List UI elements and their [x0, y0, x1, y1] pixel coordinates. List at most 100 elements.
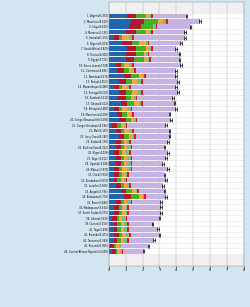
Bar	[136, 30, 146, 34]
Bar	[124, 222, 127, 226]
Bar	[109, 183, 116, 188]
Bar	[138, 118, 171, 122]
Bar	[136, 189, 138, 193]
Bar	[124, 63, 129, 67]
Bar	[129, 211, 161, 215]
Bar	[126, 211, 127, 215]
Bar	[122, 205, 126, 210]
Bar	[119, 211, 122, 215]
Bar	[109, 161, 244, 166]
Bar	[134, 63, 181, 67]
Bar	[127, 123, 166, 128]
Bar	[146, 52, 148, 56]
Bar	[120, 139, 124, 144]
Bar	[142, 74, 144, 78]
Bar	[109, 233, 114, 237]
Bar	[146, 41, 148, 45]
Bar	[109, 25, 244, 29]
Bar	[131, 139, 168, 144]
Bar	[114, 205, 119, 210]
Bar	[122, 172, 126, 177]
Bar	[109, 216, 244, 221]
Bar	[139, 41, 146, 45]
Bar	[124, 156, 127, 161]
Bar	[126, 96, 131, 100]
Bar	[146, 14, 149, 18]
Bar	[122, 249, 123, 254]
Bar	[122, 35, 129, 40]
Bar	[122, 243, 148, 248]
Bar	[151, 14, 152, 18]
Bar	[126, 90, 132, 95]
Bar	[122, 216, 126, 221]
Bar	[151, 30, 152, 34]
Bar	[132, 145, 164, 150]
Bar	[122, 85, 127, 89]
Bar	[109, 41, 122, 45]
Bar	[109, 123, 244, 128]
Bar	[134, 96, 136, 100]
Bar	[109, 211, 114, 215]
Bar	[109, 145, 116, 150]
Bar	[109, 68, 117, 73]
Bar	[127, 200, 131, 204]
Bar	[109, 85, 244, 89]
Bar	[114, 150, 119, 155]
Bar	[120, 189, 126, 193]
Bar	[109, 46, 244, 51]
Bar	[109, 118, 119, 122]
Bar	[117, 216, 119, 221]
Bar	[114, 85, 119, 89]
Bar	[132, 189, 136, 193]
Bar	[109, 101, 244, 106]
Bar	[109, 194, 244, 199]
Bar	[109, 139, 116, 144]
Bar	[110, 243, 114, 248]
Bar	[109, 112, 244, 117]
Bar	[122, 107, 127, 111]
Bar	[136, 134, 170, 138]
Bar	[132, 156, 166, 161]
Bar	[116, 183, 120, 188]
Bar	[131, 112, 132, 117]
Bar	[124, 200, 127, 204]
Bar	[141, 79, 142, 84]
Bar	[109, 249, 244, 254]
Bar	[119, 172, 122, 177]
Bar	[127, 112, 131, 117]
Bar	[127, 107, 131, 111]
Bar	[126, 205, 127, 210]
Bar	[126, 233, 129, 237]
Bar	[166, 19, 168, 24]
Bar	[127, 161, 131, 166]
Bar	[163, 19, 166, 24]
Bar	[152, 25, 154, 29]
Bar	[131, 150, 168, 155]
Bar	[124, 145, 127, 150]
Bar	[124, 74, 131, 78]
Bar	[123, 249, 143, 254]
Bar	[131, 194, 139, 199]
Bar	[157, 25, 190, 29]
Bar	[109, 30, 244, 34]
Bar	[144, 74, 146, 78]
Bar	[151, 57, 180, 62]
Bar	[109, 90, 244, 95]
Bar	[139, 189, 164, 193]
Bar	[114, 238, 117, 243]
Bar	[109, 216, 112, 221]
Bar	[136, 96, 138, 100]
Bar	[144, 19, 158, 24]
Bar	[119, 243, 120, 248]
Bar	[109, 129, 116, 133]
Bar	[122, 112, 127, 117]
Bar	[109, 161, 116, 166]
Bar	[109, 14, 127, 18]
Bar	[109, 52, 244, 56]
Bar	[109, 222, 244, 226]
Bar	[109, 25, 129, 29]
Bar	[131, 85, 176, 89]
Bar	[117, 238, 120, 243]
Bar	[109, 46, 127, 51]
Bar	[134, 35, 185, 40]
